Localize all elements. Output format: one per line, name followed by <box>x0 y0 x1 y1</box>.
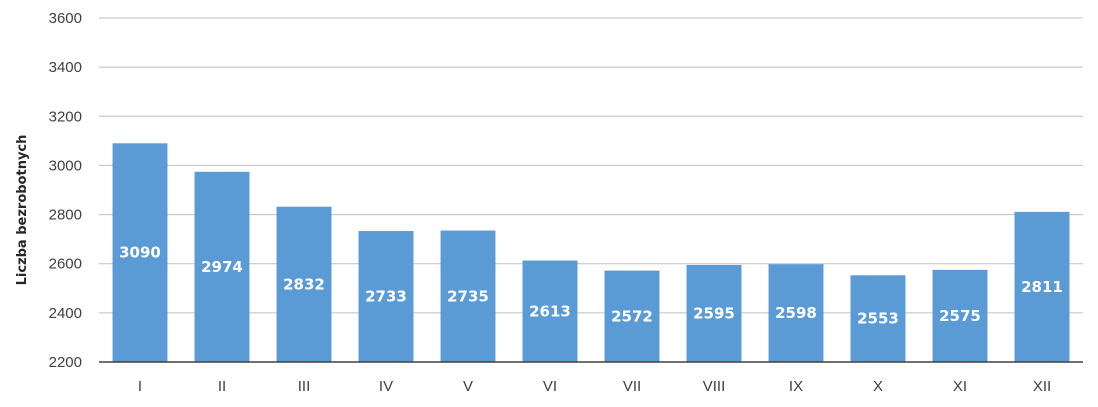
category-label-II: II <box>218 378 226 395</box>
y-tick-label: 2400 <box>49 305 82 322</box>
data-label-VIII: 2595 <box>693 304 735 322</box>
category-label-VI: VI <box>543 378 557 395</box>
category-label-I: I <box>138 378 142 395</box>
bar-VIII <box>686 264 742 362</box>
bar-XI <box>932 269 988 362</box>
category-label-VII: VII <box>623 378 641 395</box>
gridlines <box>99 17 1083 314</box>
category-label-X: X <box>873 378 883 395</box>
bar-V <box>440 230 496 362</box>
category-label-IV: IV <box>379 378 393 395</box>
y-tick-label: 3600 <box>49 10 82 27</box>
category-label-XII: XII <box>1033 378 1051 395</box>
y-tick-label: 3200 <box>49 108 82 125</box>
y-axis-title: Liczba bezrobotnych <box>15 135 30 286</box>
data-label-III: 2832 <box>283 275 325 293</box>
data-label-IV: 2733 <box>365 288 407 306</box>
y-tick-label: 2600 <box>49 256 82 273</box>
bar-IV <box>358 231 414 362</box>
y-tick-label: 3000 <box>49 157 82 174</box>
data-label-II: 2974 <box>201 258 243 276</box>
bar-IX <box>768 264 824 362</box>
bars <box>112 143 1070 362</box>
data-label-VI: 2613 <box>529 302 571 320</box>
bar-XII <box>1014 211 1070 362</box>
data-label-I: 3090 <box>119 244 161 262</box>
data-labels: 3090 2974 2832 2733 2735 2613 2572 2595 2598 2553… <box>119 244 1063 328</box>
bar-II <box>194 171 250 362</box>
category-label-XI: XI <box>953 378 967 395</box>
category-label-III: III <box>298 378 311 395</box>
bar-I <box>112 143 168 362</box>
data-label-XII: 2811 <box>1021 278 1063 296</box>
bar-X <box>850 275 906 362</box>
data-label-V: 2735 <box>447 287 489 305</box>
bar-VI <box>522 260 578 362</box>
category-label-IX: IX <box>789 378 803 395</box>
y-tick-label: 3400 <box>49 59 82 76</box>
category-label-V: V <box>463 378 473 395</box>
category-label-VIII: VIII <box>703 378 726 395</box>
y-tick-label: 2800 <box>49 207 82 224</box>
y-axis-ticks: 2200 2400 2600 2800 3000 3200 3400 3600 <box>49 10 82 371</box>
y-tick-label: 2200 <box>49 354 82 371</box>
bar-III <box>276 206 332 362</box>
data-label-X: 2553 <box>857 310 899 328</box>
bar-VII <box>604 270 660 362</box>
data-label-XI: 2575 <box>939 307 981 325</box>
data-label-IX: 2598 <box>775 304 817 322</box>
x-axis-categories: I II III IV V VI VII VIII IX X XI XII <box>138 378 1051 395</box>
data-label-VII: 2572 <box>611 307 653 325</box>
